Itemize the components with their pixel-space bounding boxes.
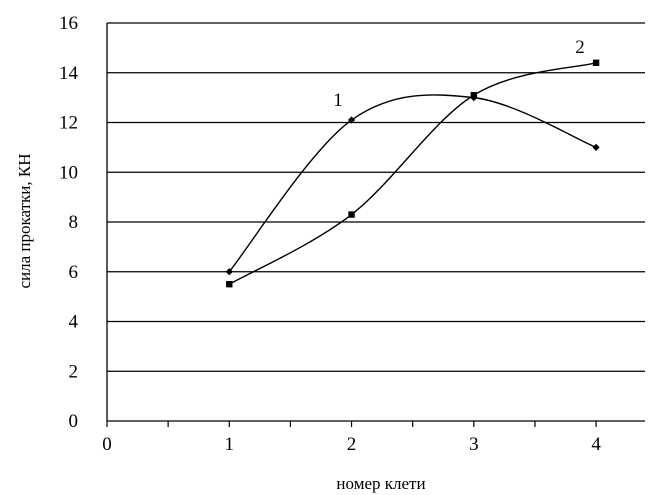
series-markers xyxy=(225,59,600,288)
series-labels: 12 xyxy=(333,37,585,111)
x-axis-label: номер клети xyxy=(336,474,425,493)
series-2-point xyxy=(470,91,478,99)
y-tick-labels: 0 2 4 6 8 10 12 14 16 xyxy=(59,13,79,432)
y-tick-label: 12 xyxy=(59,113,78,134)
series-1-label: 1 xyxy=(333,90,343,111)
series-lines xyxy=(228,62,597,285)
y-tick-label: 16 xyxy=(59,13,78,34)
y-tick-label: 6 xyxy=(69,262,79,283)
series-1-line xyxy=(228,94,597,273)
y-tick-label: 8 xyxy=(69,212,79,233)
x-tick-label: 0 xyxy=(102,434,112,455)
axes xyxy=(106,23,645,427)
y-tick-label: 0 xyxy=(69,411,79,432)
x-tick-label: 4 xyxy=(591,434,601,455)
series-1-point xyxy=(592,143,600,151)
x-tick-labels: 0 1 2 3 4 xyxy=(102,434,601,455)
y-axis-label: сила прокатки, КН xyxy=(15,153,34,288)
series-2-label: 2 xyxy=(575,37,585,58)
series-2-line xyxy=(228,62,597,285)
y-tick-label: 2 xyxy=(69,361,79,382)
x-tick-label: 1 xyxy=(225,434,235,455)
series-2-point xyxy=(226,280,233,288)
y-tick-label: 14 xyxy=(59,63,79,84)
y-tick-label: 4 xyxy=(69,312,79,333)
gridlines xyxy=(107,22,645,372)
series-1-point xyxy=(347,116,356,124)
x-tick-label: 2 xyxy=(347,434,357,455)
series-2-point xyxy=(592,59,600,66)
series-2-point xyxy=(348,211,355,218)
x-tick-label: 3 xyxy=(469,434,479,455)
y-tick-label: 10 xyxy=(59,162,78,183)
series-1-point xyxy=(225,268,233,276)
